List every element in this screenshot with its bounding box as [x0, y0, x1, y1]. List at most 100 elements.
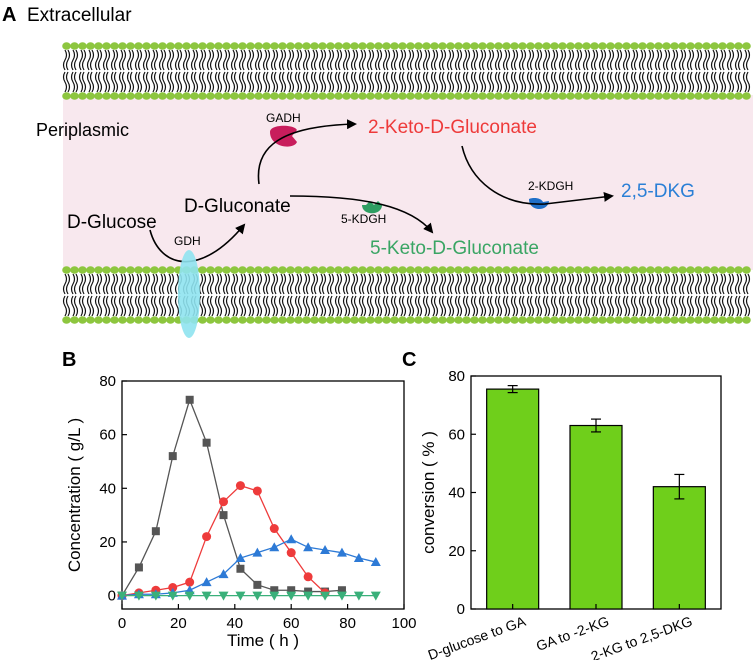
lipid-tail	[617, 273, 623, 295]
lipid-tail	[505, 273, 511, 295]
lipid-head	[318, 92, 327, 100]
lipid-head	[422, 92, 431, 100]
lipid-tail	[678, 273, 684, 295]
lipid-head	[542, 266, 551, 274]
lipid-tail	[366, 295, 372, 317]
data-point	[353, 591, 364, 601]
lipid-head	[446, 42, 455, 50]
lipid-tail	[414, 273, 420, 295]
data-point	[370, 591, 381, 601]
lipid-tail	[702, 295, 708, 317]
lipid-tail	[489, 49, 495, 71]
lipid-head	[462, 316, 471, 324]
lipid-tail	[654, 273, 660, 295]
lipid-head	[510, 266, 519, 274]
lipid-tail	[510, 273, 516, 295]
lipid-tail	[441, 71, 447, 93]
lipid-tail	[214, 49, 220, 71]
lipid-tail	[265, 295, 271, 317]
lipid-tail	[94, 295, 100, 317]
lipid-tail	[406, 49, 412, 71]
lipid-tail	[513, 49, 519, 71]
lipid-tail	[214, 295, 220, 317]
lipid-head	[414, 92, 423, 100]
lipid-tail	[470, 295, 476, 317]
lipid-tail	[121, 71, 127, 93]
lipid-head	[206, 266, 215, 274]
lipid-tail	[654, 49, 660, 71]
lipid-tail	[73, 273, 79, 295]
lipid-tail	[494, 273, 500, 295]
lipid-tail	[198, 71, 204, 93]
lipid-tail	[297, 273, 303, 295]
lipid-tail	[561, 273, 567, 295]
lipid-head	[222, 266, 231, 274]
lipid-tail	[177, 49, 183, 71]
chart-c: 0 20 40 60 80 conversion ( % ) D-glucose to GA…	[419, 368, 722, 664]
lipid-head	[518, 266, 527, 274]
lipid-tail	[473, 295, 479, 317]
lipid-tail	[262, 295, 268, 317]
lipid-head	[454, 92, 463, 100]
lipid-head	[246, 42, 255, 50]
lipid-head	[686, 92, 695, 100]
lipid-tail	[302, 49, 308, 71]
lipid-head	[718, 266, 727, 274]
data-point	[253, 580, 262, 589]
lipid-tail	[86, 295, 92, 317]
lipid-tail	[425, 49, 431, 71]
lipid-tail	[353, 273, 359, 295]
lipid-tail	[633, 295, 639, 317]
lipid-tail	[425, 273, 431, 295]
lipid-tail	[321, 49, 327, 71]
lipid-tail	[537, 71, 543, 93]
lipid-head	[526, 42, 535, 50]
panel-b-label: B	[62, 349, 76, 371]
lipid-tail	[537, 49, 543, 71]
data-point	[252, 547, 263, 557]
lipid-head	[390, 92, 399, 100]
lipid-tail	[742, 273, 748, 295]
plot-frame	[121, 380, 405, 610]
lipid-tail	[721, 295, 727, 317]
lipid-head	[86, 266, 95, 274]
lipid-tail	[409, 295, 415, 317]
lipid-tail	[286, 49, 292, 71]
lipid-head	[486, 266, 495, 274]
lipid-tail	[249, 71, 255, 93]
lipid-head	[270, 266, 279, 274]
lipid-tail	[137, 273, 143, 295]
lipid-tail	[438, 49, 444, 71]
lipid-head	[702, 316, 711, 324]
data-point	[320, 544, 331, 554]
lipid-head	[262, 42, 271, 50]
data-point	[117, 591, 127, 601]
lipid-tail	[182, 71, 188, 93]
lipid-tail	[582, 273, 588, 295]
data-point	[370, 557, 381, 567]
lipid-tail	[73, 295, 79, 317]
lipid-head	[294, 266, 303, 274]
lipid-head	[542, 42, 551, 50]
lipid-tail	[630, 273, 636, 295]
gadh-label: GADH	[266, 111, 301, 125]
lipid-head	[742, 42, 751, 50]
lipid-tail	[497, 295, 503, 317]
lipid-tail	[150, 49, 156, 71]
lipid-tail	[598, 295, 604, 317]
lipid-head	[238, 266, 247, 274]
lipid-head	[598, 316, 607, 324]
lipid-tail	[310, 295, 316, 317]
lipid-tail	[710, 71, 716, 93]
lipid-tail	[302, 273, 308, 295]
lipid-tail	[345, 49, 351, 71]
lipid-tail	[297, 295, 303, 317]
lipid-tail	[702, 71, 708, 93]
lipid-head	[262, 316, 271, 324]
lipid-head	[198, 42, 207, 50]
lipid-tail	[262, 49, 268, 71]
lipid-tail	[361, 49, 367, 71]
lipid-tail	[641, 295, 647, 317]
lipid-tail	[401, 71, 407, 93]
lipid-head	[342, 92, 351, 100]
